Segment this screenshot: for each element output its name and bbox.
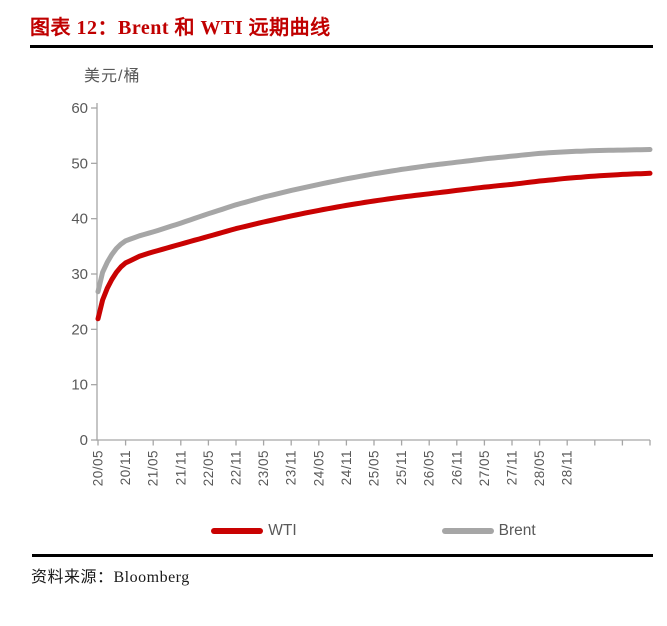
y-tick-label: 10 xyxy=(71,377,88,394)
legend-label-wti: WTI xyxy=(268,522,297,539)
x-tick-label: 26/11 xyxy=(449,450,464,485)
x-tick-label: 23/11 xyxy=(284,450,299,485)
y-tick-label: 20 xyxy=(71,321,88,338)
forward-curve-chart: 0 10 20 30 40 50 60 20/05 20/11 21/05 21/11 22/05 22… xyxy=(71,100,653,486)
x-tick-label: 28/11 xyxy=(560,450,575,485)
title-divider-line xyxy=(30,45,653,48)
x-tick-label: 26/05 xyxy=(422,450,437,486)
curve-wti xyxy=(95,170,653,322)
x-tick-label: 23/05 xyxy=(256,450,271,486)
x-tick-label: 27/11 xyxy=(505,450,520,485)
wti-line-marker xyxy=(211,528,264,534)
x-tick-label: 25/05 xyxy=(367,450,382,486)
x-tick-label: 21/11 xyxy=(173,450,188,485)
y-tick-label: 30 xyxy=(71,266,88,283)
x-tick-label: 22/11 xyxy=(229,450,244,485)
bottom-divider-line xyxy=(32,554,653,557)
curve-brent xyxy=(95,147,653,295)
data-source-label: 资料来源：Bloomberg xyxy=(31,569,190,586)
chart-legend: WTI Brent xyxy=(97,520,650,542)
y-axis-unit-label: 美元/桶 xyxy=(84,68,141,85)
x-tick-label: 28/05 xyxy=(532,450,547,486)
x-tick-label: 25/11 xyxy=(394,450,409,485)
x-tick-label: 22/05 xyxy=(201,450,216,486)
y-tick-label: 60 xyxy=(71,100,88,117)
y-tick-label: 0 xyxy=(80,432,88,449)
legend-label-brent: Brent xyxy=(498,522,536,539)
brent-line-marker xyxy=(441,528,494,534)
x-tick-label: 24/11 xyxy=(339,450,354,485)
x-tick-label: 21/05 xyxy=(146,450,161,486)
legend-item-wti: WTI xyxy=(211,522,297,540)
legend-item-brent: Brent xyxy=(441,522,536,540)
x-tick-label: 20/05 xyxy=(91,450,106,486)
x-tick-label: 24/05 xyxy=(311,450,326,486)
y-tick-label: 50 xyxy=(71,155,88,172)
figure-title: 图表 12：Brent 和 WTI 远期曲线 xyxy=(30,17,331,39)
x-tick-label: 27/05 xyxy=(477,450,492,486)
x-tick-label: 20/11 xyxy=(118,450,133,485)
y-tick-label: 40 xyxy=(71,211,88,228)
